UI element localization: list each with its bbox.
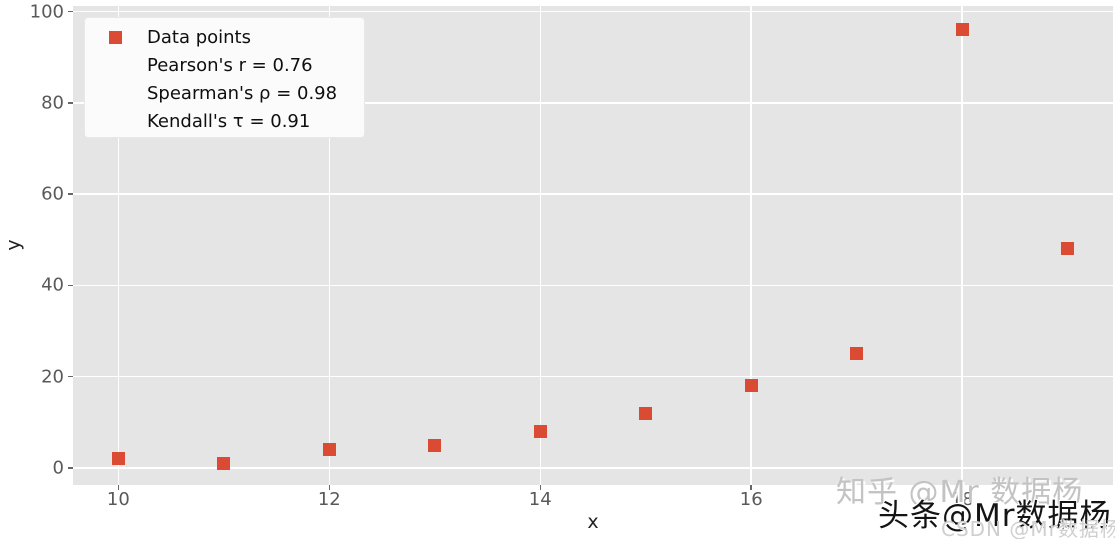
data-point [955, 23, 969, 37]
legend-row: Kendall's τ = 0.91 [85, 108, 364, 136]
legend-label: Data points [147, 26, 251, 48]
y-tick-label: 20 [41, 366, 64, 388]
y-tick-label: 60 [41, 183, 64, 205]
y-tick-label: 40 [41, 274, 64, 296]
x-tickmark [539, 485, 541, 490]
y-tick-label: 0 [52, 457, 64, 479]
gridline-x-16 [750, 6, 752, 485]
data-point [1061, 242, 1075, 256]
gridline-x-18 [961, 6, 963, 485]
y-tickmark [68, 193, 73, 195]
data-point [639, 406, 653, 420]
legend-label: Pearson's r = 0.76 [147, 54, 313, 76]
gridline-x-12 [328, 6, 331, 485]
plot-area: Data points Pearson's r = 0.76 Spearman's … [73, 6, 1113, 485]
x-tick-label: 18 [950, 489, 974, 510]
legend-marker-cell [93, 30, 137, 44]
y-tickmark [68, 102, 73, 104]
y-tickmark [68, 467, 73, 469]
watermark-zhihu: 知乎 @Mr 数据杨 [836, 475, 1084, 510]
x-tick-label: 10 [106, 489, 130, 510]
legend: Data points Pearson's r = 0.76 Spearman's … [84, 17, 365, 138]
gridline-y-100 [73, 10, 1113, 13]
y-tickmark [68, 375, 73, 378]
data-point [850, 347, 864, 361]
x-axis-label: x [587, 511, 599, 533]
y-axis-label: y [2, 239, 25, 251]
x-tickmark [750, 485, 752, 490]
data-point [217, 456, 231, 470]
data-point [533, 424, 547, 438]
y-tickmark [68, 284, 73, 287]
watermark-toutiao: 头条@Mr数据杨 [878, 498, 1112, 534]
x-tickmark [328, 485, 331, 490]
data-point [322, 443, 336, 457]
x-tickmark [961, 485, 963, 490]
x-tickmark [117, 485, 120, 490]
y-tick-label: 80 [41, 92, 64, 114]
gridline-x-14 [539, 6, 541, 485]
x-tick-label: 12 [317, 489, 341, 510]
gridline-y-0 [73, 467, 1113, 469]
legend-row: Spearman's ρ = 0.98 [85, 79, 364, 107]
watermark-csdn: CSDN @Mr数据杨 [941, 517, 1115, 539]
gridline-y-20 [73, 375, 1113, 378]
gridline-y-80 [73, 102, 1113, 104]
data-point [428, 438, 442, 452]
gridline-y-40 [73, 284, 1113, 287]
legend-label: Spearman's ρ = 0.98 [147, 82, 338, 104]
legend-row: Pearson's r = 0.76 [85, 51, 364, 79]
y-tick-label: 100 [29, 1, 64, 23]
legend-label: Kendall's τ = 0.91 [147, 111, 311, 133]
y-tickmark [68, 10, 73, 13]
legend-row: Data points [85, 23, 364, 51]
square-marker-icon [108, 30, 122, 44]
data-point [111, 452, 125, 466]
data-point [744, 379, 758, 393]
gridline-x-10 [117, 6, 120, 485]
gridline-y-60 [73, 193, 1113, 195]
x-tick-label: 14 [528, 489, 552, 510]
x-tick-label: 16 [739, 489, 763, 510]
